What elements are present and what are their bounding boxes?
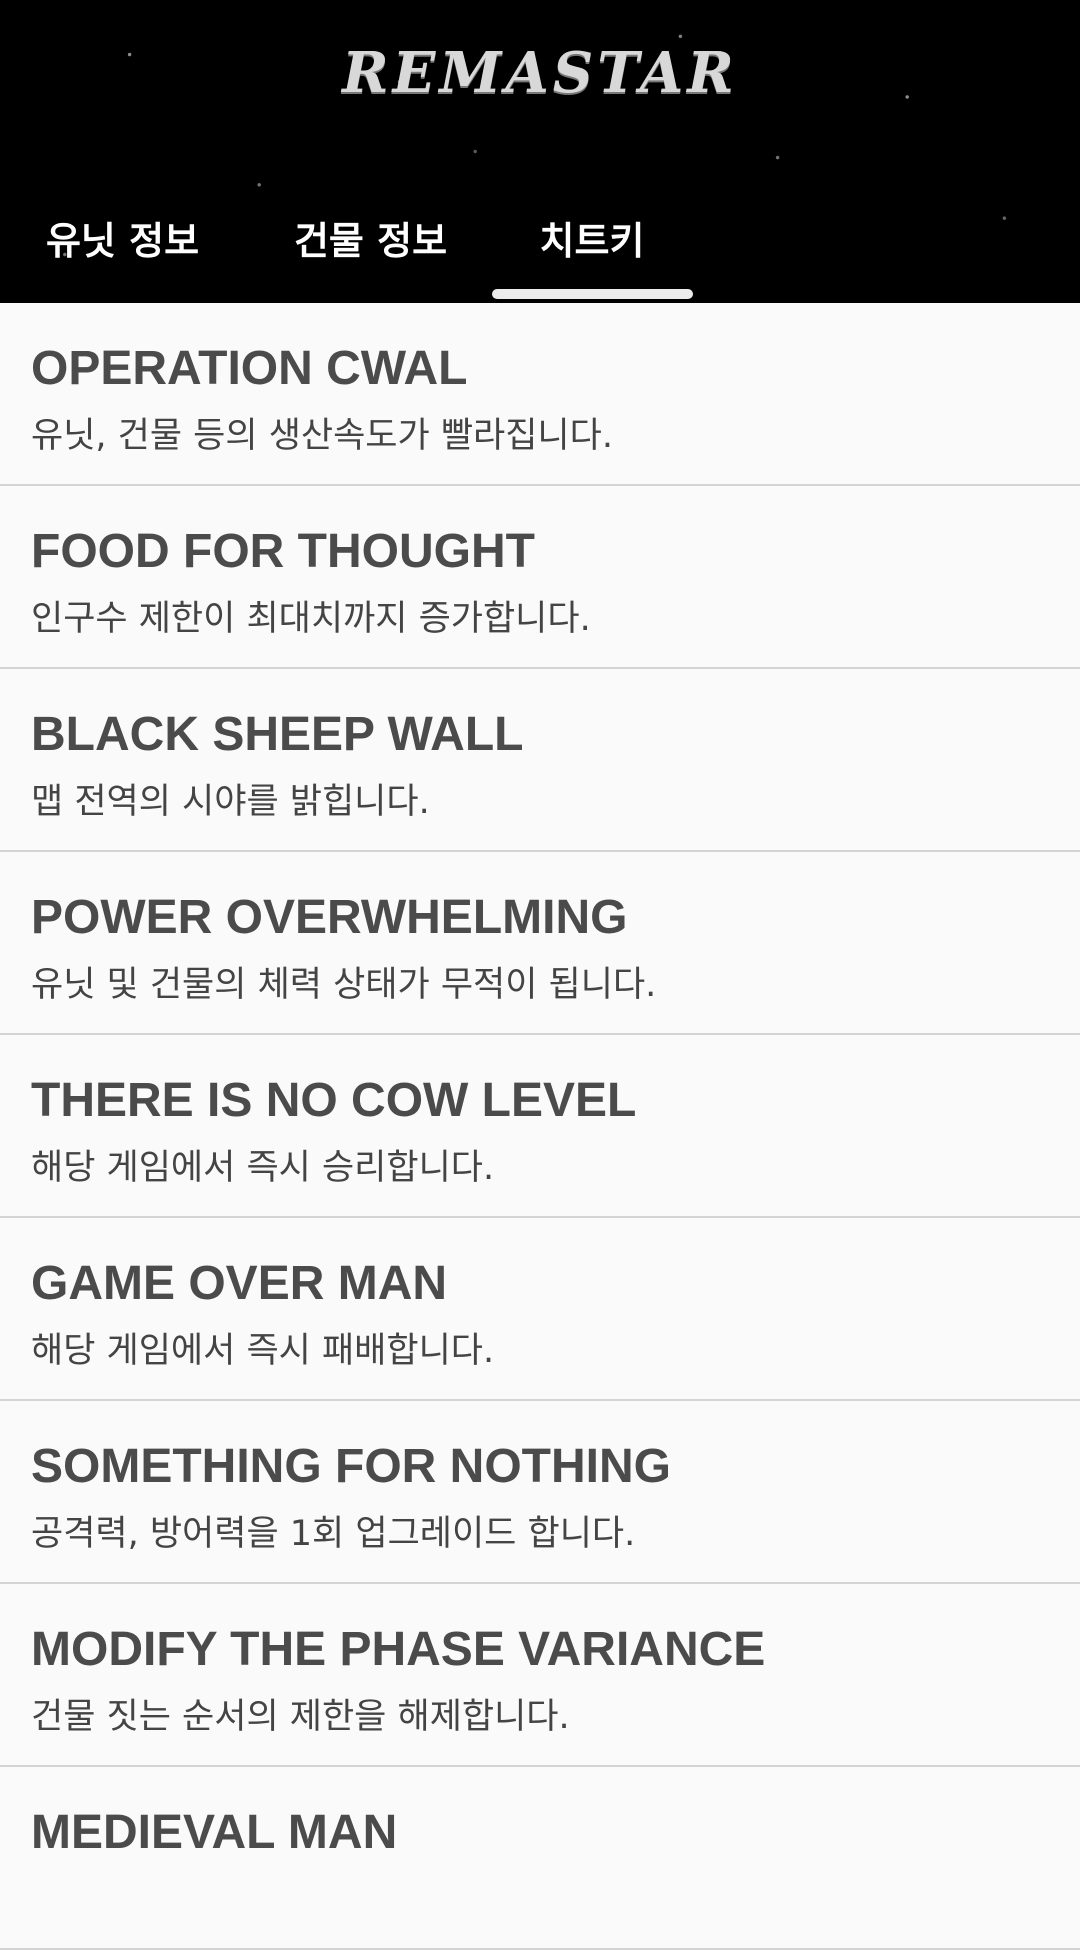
cheat-title: OPERATION CWAL: [31, 342, 468, 395]
tab-bar: 유닛 정보 건물 정보 치트키: [0, 180, 1080, 303]
cheat-title: FOOD FOR THOUGHT: [31, 525, 535, 578]
tab-cheat-keys[interactable]: 치트키: [539, 219, 645, 263]
cheat-title: MODIFY THE PHASE VARIANCE: [31, 1623, 766, 1676]
cheat-title: MEDIEVAL MAN: [31, 1806, 398, 1859]
cheat-description: 건물 짓는 순서의 제한을 해제합니다.: [31, 1697, 570, 1737]
list-item[interactable]: POWER OVERWHELMING 유닛 및 건물의 체력 상태가 무적이 됩…: [0, 852, 1080, 1035]
list-item[interactable]: BLACK SHEEP WALL 맵 전역의 시야를 밝힙니다.: [0, 669, 1080, 852]
list-item[interactable]: SOMETHING FOR NOTHING 공격력, 방어력을 1회 업그레이드…: [0, 1401, 1080, 1584]
active-tab-indicator: [492, 289, 693, 299]
list-item[interactable]: OPERATION CWAL 유닛, 건물 등의 생산속도가 빨라집니다.: [0, 303, 1080, 486]
app-header: REMASTAR 유닛 정보 건물 정보 치트키: [0, 0, 1080, 303]
cheat-description: 해당 게임에서 즉시 승리합니다.: [31, 1148, 495, 1188]
list-item[interactable]: FOOD FOR THOUGHT 인구수 제한이 최대치까지 증가합니다.: [0, 486, 1080, 669]
list-item[interactable]: MEDIEVAL MAN: [0, 1767, 1080, 1950]
cheat-title: BLACK SHEEP WALL: [31, 708, 524, 761]
cheat-description: 유닛, 건물 등의 생산속도가 빨라집니다.: [31, 416, 613, 456]
cheat-description: 맵 전역의 시야를 밝힙니다.: [31, 782, 430, 822]
cheat-description: 공격력, 방어력을 1회 업그레이드 합니다.: [31, 1514, 636, 1554]
list-item[interactable]: GAME OVER MAN 해당 게임에서 즉시 패배합니다.: [0, 1218, 1080, 1401]
cheat-title: SOMETHING FOR NOTHING: [31, 1440, 671, 1493]
cheat-description: 유닛 및 건물의 체력 상태가 무적이 됩니다.: [31, 965, 657, 1005]
app-logo: REMASTAR: [342, 40, 738, 106]
tab-unit-info[interactable]: 유닛 정보: [45, 219, 200, 263]
cheat-list: OPERATION CWAL 유닛, 건물 등의 생산속도가 빨라집니다. FO…: [0, 303, 1080, 1950]
cheat-title: POWER OVERWHELMING: [31, 891, 628, 944]
cheat-title: THERE IS NO COW LEVEL: [31, 1074, 637, 1127]
list-item[interactable]: MODIFY THE PHASE VARIANCE 건물 짓는 순서의 제한을 …: [0, 1584, 1080, 1767]
list-item[interactable]: THERE IS NO COW LEVEL 해당 게임에서 즉시 승리합니다.: [0, 1035, 1080, 1218]
cheat-description: 인구수 제한이 최대치까지 증가합니다.: [31, 599, 591, 639]
tab-building-info[interactable]: 건물 정보: [293, 219, 448, 263]
cheat-title: GAME OVER MAN: [31, 1257, 448, 1310]
cheat-description: 해당 게임에서 즉시 패배합니다.: [31, 1331, 495, 1371]
